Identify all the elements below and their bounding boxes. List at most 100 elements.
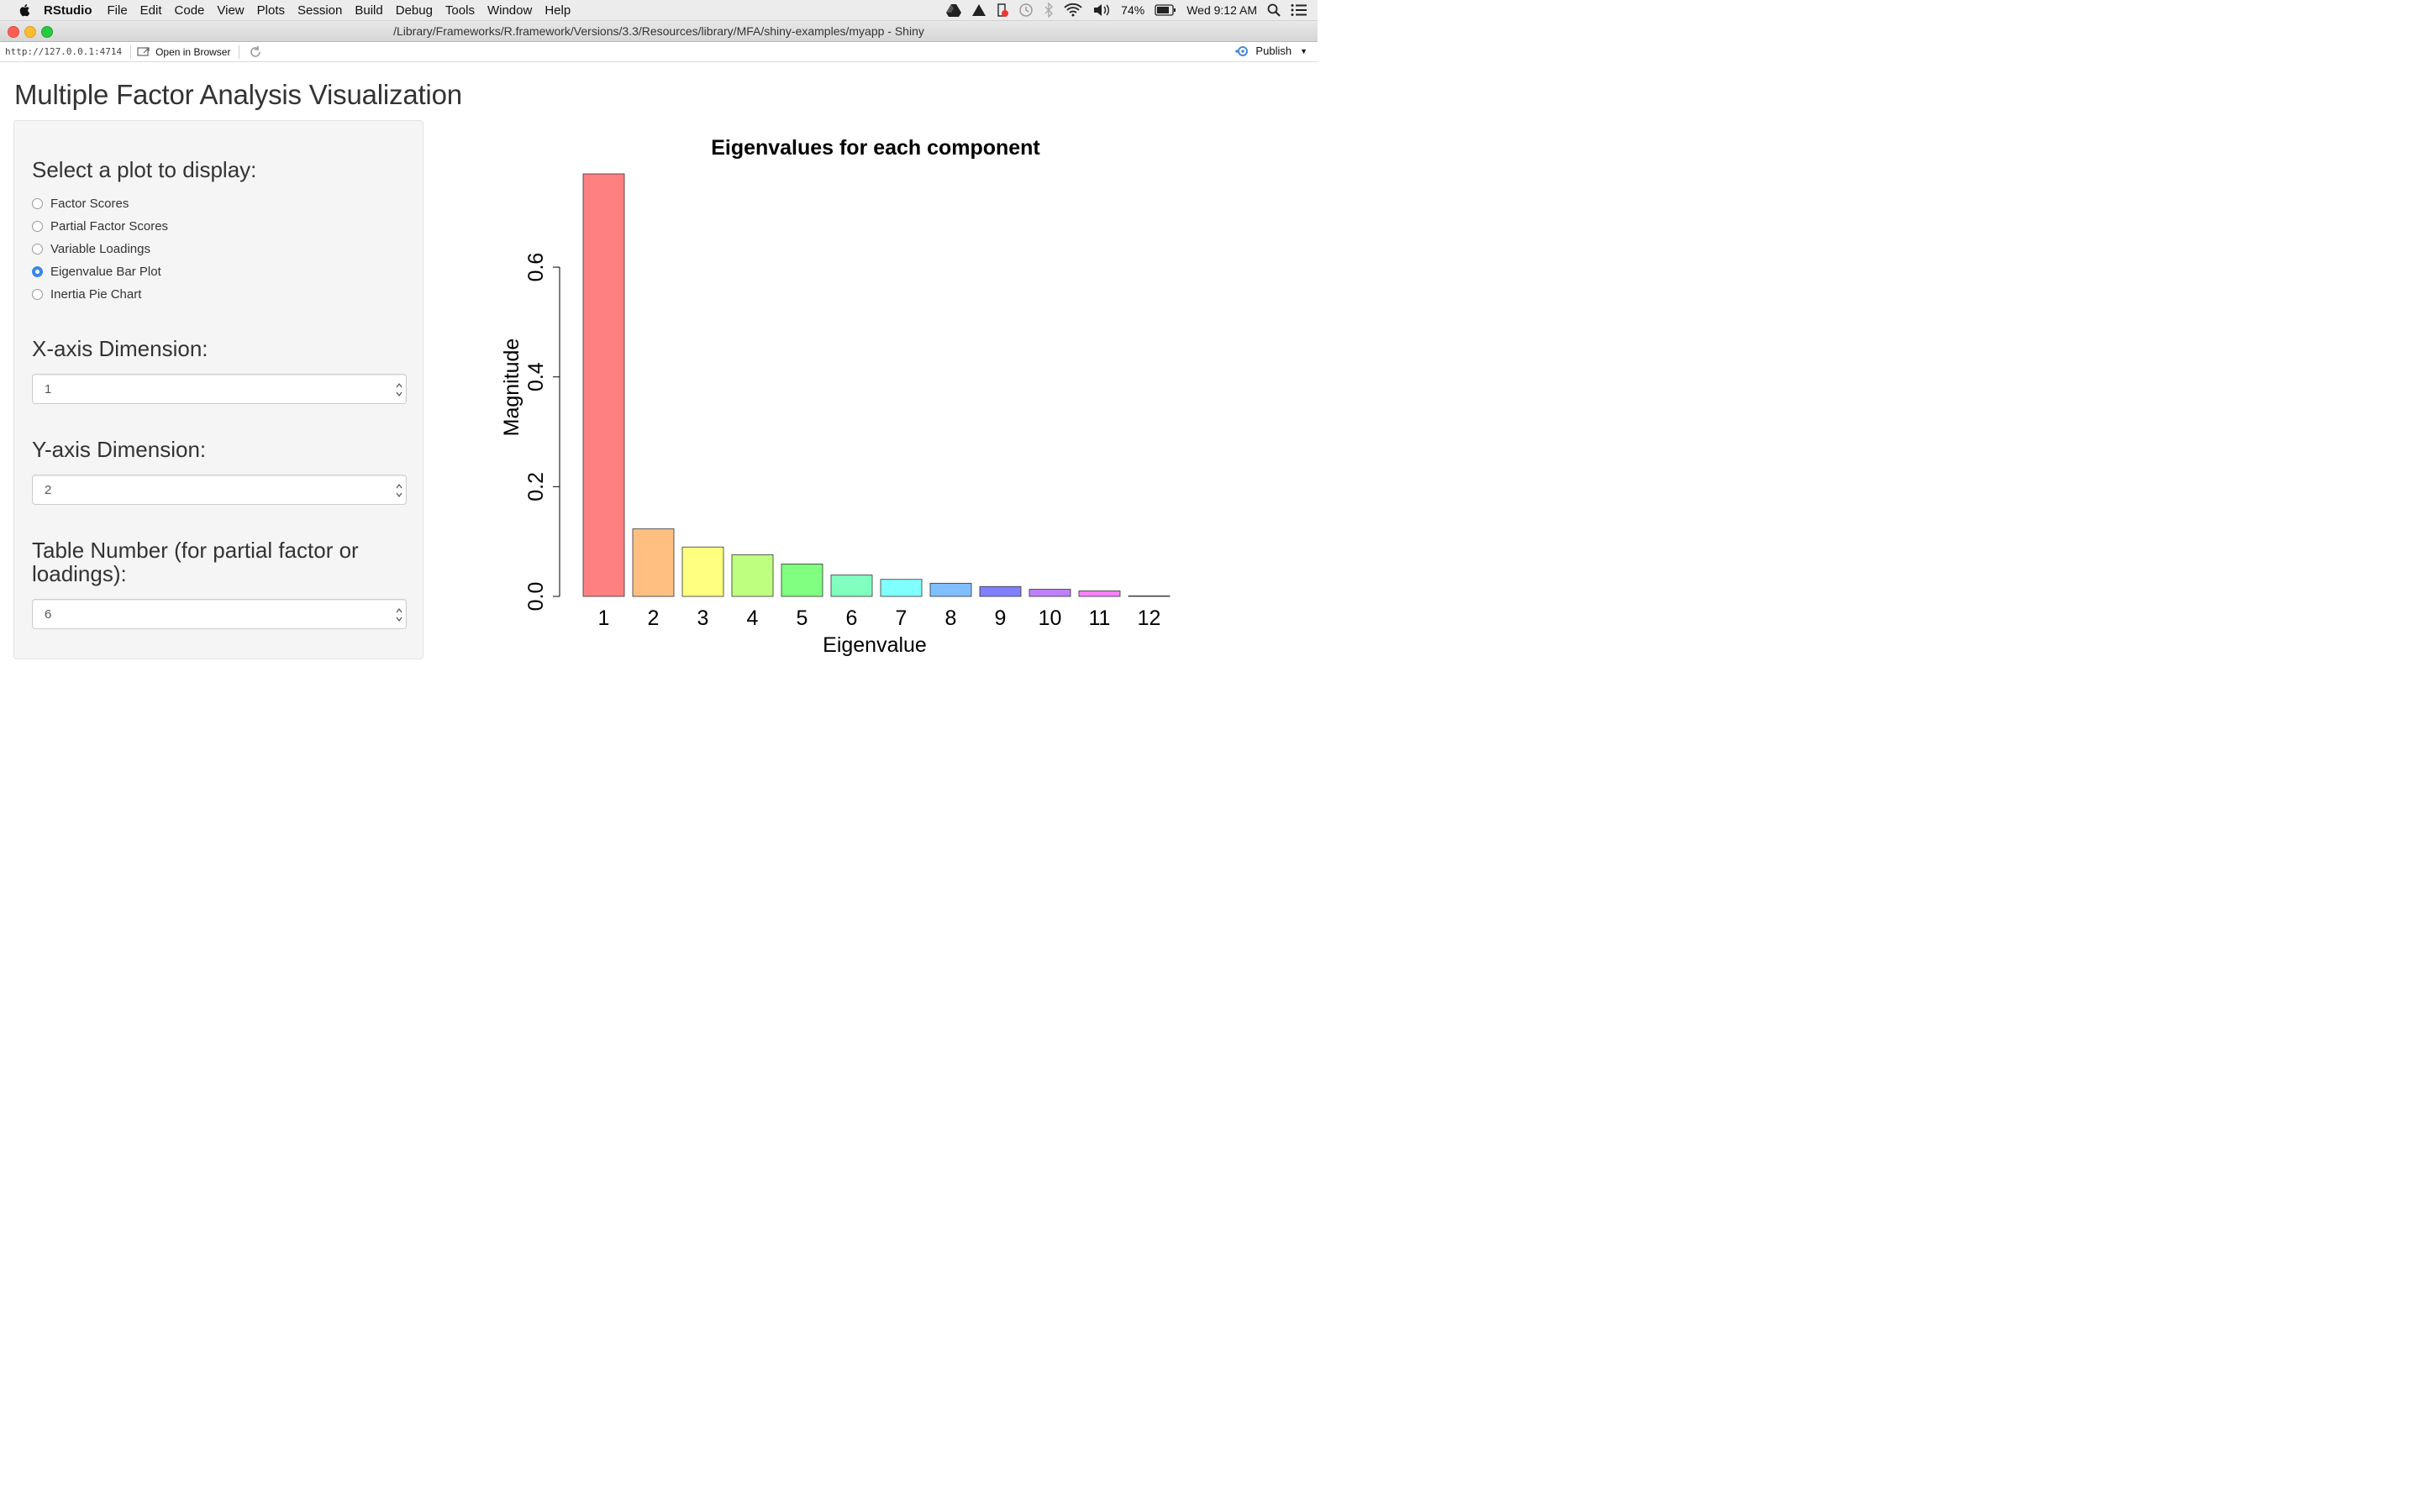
warning-triangle-icon[interactable] — [971, 3, 986, 17]
radio-label: Inertia Pie Chart — [50, 286, 142, 302]
menu-build[interactable]: Build — [355, 3, 383, 18]
menu-code[interactable]: Code — [174, 3, 205, 18]
bluetooth-icon[interactable] — [1044, 2, 1054, 18]
x-tick-label: 2 — [648, 606, 660, 630]
menu-debug[interactable]: Debug — [395, 3, 433, 18]
bar-11 — [1078, 591, 1121, 597]
radio-button[interactable] — [31, 288, 43, 300]
menu-session[interactable]: Session — [297, 3, 343, 18]
x-dimension-input[interactable]: 1 — [31, 373, 407, 404]
x-tick-label: 5 — [797, 606, 808, 630]
number-spinner-icon[interactable] — [396, 606, 402, 623]
y-tick-label: 0.6 — [524, 253, 548, 282]
x-tick-label: 12 — [1138, 606, 1161, 630]
menu-file[interactable]: File — [107, 3, 128, 18]
radio-inertia-pie-chart[interactable]: Inertia Pie Chart — [31, 286, 142, 302]
radio-partial-factor-scores[interactable]: Partial Factor Scores — [31, 218, 169, 234]
radio-button[interactable] — [31, 243, 43, 255]
open-in-browser-button[interactable]: Open in Browser — [137, 45, 230, 57]
zoom-window-button[interactable] — [40, 25, 53, 38]
notification-center-icon[interactable] — [1291, 3, 1307, 17]
radio-button-selected[interactable] — [31, 265, 43, 277]
google-drive-icon[interactable] — [946, 3, 962, 17]
x-tick-label: 6 — [846, 606, 858, 630]
bar-4 — [731, 554, 774, 597]
viewer-toolbar: http://127.0.0.1:4714 Open in Browser Pu… — [0, 41, 1318, 62]
menu-tools[interactable]: Tools — [445, 3, 475, 18]
wifi-icon[interactable] — [1064, 3, 1082, 17]
number-spinner-icon[interactable] — [396, 381, 402, 398]
radio-eigenvalue-bar-plot[interactable]: Eigenvalue Bar Plot — [31, 264, 161, 279]
x-tick-label: 7 — [896, 606, 908, 630]
radio-label: Factor Scores — [50, 196, 129, 211]
bar-1 — [582, 173, 625, 597]
publish-icon — [1235, 45, 1249, 56]
menu-help[interactable]: Help — [544, 3, 571, 18]
battery-icon[interactable] — [1155, 4, 1176, 16]
radio-label: Variable Loadings — [50, 241, 150, 256]
bar-7 — [880, 579, 923, 597]
bar-6 — [830, 575, 873, 597]
refresh-button[interactable] — [249, 45, 262, 58]
chart-title: Eigenvalues for each component — [711, 136, 1040, 160]
x-tick-label: 10 — [1039, 606, 1062, 630]
refresh-icon — [250, 45, 261, 57]
radio-button[interactable] — [31, 197, 43, 209]
page-title: Multiple Factor Analysis Visualization — [13, 78, 462, 110]
radio-label: Partial Factor Scores — [50, 218, 169, 234]
time-machine-icon[interactable] — [1018, 3, 1034, 18]
x-dimension-value: 1 — [44, 381, 52, 396]
radio-button[interactable] — [31, 220, 43, 232]
radio-label: Eigenvalue Bar Plot — [50, 264, 161, 279]
y-dimension-label: Y-axis Dimension: — [31, 436, 207, 462]
bar-10 — [1028, 589, 1071, 597]
x-axis-label: Eigenvalue — [823, 633, 927, 657]
bar-9 — [979, 585, 1022, 597]
x-tick-label: 4 — [747, 606, 759, 630]
y-axis: 0.0 0.2 0.4 0.6 — [524, 253, 560, 612]
y-tick-label: 0.0 — [524, 582, 548, 612]
menu-window[interactable]: Window — [487, 3, 533, 18]
x-tick-label: 9 — [995, 606, 1007, 630]
macos-menubar: RStudio File Edit Code View Plots Sessio… — [0, 0, 1318, 21]
toolbar-divider — [130, 45, 132, 59]
y-dimension-input[interactable]: 2 — [31, 474, 407, 505]
x-dimension-label: X-axis Dimension: — [31, 335, 208, 361]
x-tick-label: 3 — [697, 606, 709, 630]
close-window-button[interactable] — [7, 25, 19, 38]
bar-8 — [929, 582, 972, 597]
spotlight-search-icon[interactable] — [1267, 3, 1281, 17]
y-tick-label: 0.4 — [524, 362, 548, 391]
table-number-value: 6 — [44, 606, 52, 622]
table-number-input[interactable]: 6 — [31, 598, 407, 629]
publish-dropdown-icon[interactable]: ▼ — [1300, 46, 1307, 55]
window-titlebar: /Library/Frameworks/R.framework/Versions… — [0, 20, 1318, 42]
menu-edit[interactable]: Edit — [139, 3, 162, 18]
number-spinner-icon[interactable] — [396, 482, 402, 499]
x-tick-label: 8 — [945, 606, 957, 630]
menu-plots[interactable]: Plots — [256, 3, 285, 18]
minimize-window-button[interactable] — [24, 25, 36, 38]
x-tick-labels: 1 2 3 4 5 6 7 8 9 10 11 12 — [598, 606, 1161, 630]
x-tick-label: 11 — [1089, 606, 1111, 630]
bar-2 — [632, 528, 675, 597]
radio-variable-loadings[interactable]: Variable Loadings — [31, 241, 150, 256]
publish-label: Publish — [1255, 44, 1292, 57]
clock[interactable]: Wed 9:12 AM — [1186, 3, 1257, 17]
battery-alert-icon[interactable] — [997, 3, 1009, 18]
menu-app-name[interactable]: RStudio — [43, 3, 92, 18]
y-tick-label: 0.2 — [524, 472, 548, 501]
y-dimension-value: 2 — [44, 482, 52, 497]
menu-view[interactable]: View — [217, 3, 245, 18]
apple-icon[interactable] — [18, 3, 30, 17]
battery-percent: 74% — [1121, 3, 1145, 17]
volume-icon[interactable] — [1092, 3, 1111, 17]
status-area: 74% Wed 9:12 AM — [946, 0, 1318, 20]
plot-select-label: Select a plot to display: — [31, 156, 257, 182]
bars-group — [582, 173, 1171, 597]
window-title: /Library/Frameworks/R.framework/Versions… — [393, 24, 924, 38]
publish-button[interactable]: Publish ▼ — [1235, 45, 1307, 57]
sidebar-panel: Select a plot to display: Factor Scores … — [13, 119, 424, 659]
radio-factor-scores[interactable]: Factor Scores — [31, 196, 129, 211]
